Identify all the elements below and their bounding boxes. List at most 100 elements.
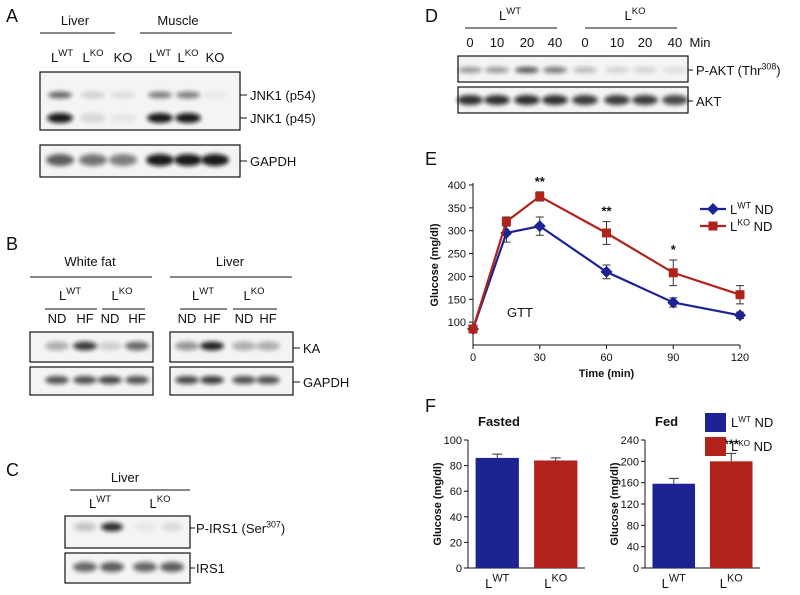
blot-band [605,67,629,73]
blot-band [572,95,598,105]
text-segment: L [730,219,737,234]
x-tick-label: LKO [544,572,567,591]
blot-band [101,522,123,532]
blot-band [161,522,183,532]
text-segment: L [192,288,199,303]
blot-band [201,154,229,166]
group-label: Liver [61,13,90,28]
blot-band [148,91,172,99]
band-label: GAPDH [303,375,349,390]
y-tick-label: 150 [448,294,466,306]
chart-label: GTT [507,305,533,320]
text-segment: WT [96,494,111,505]
text-segment: L [112,288,119,303]
bar [709,461,753,568]
group-label: White fat [64,254,116,269]
text-segment: ) [776,63,780,78]
panel-letter: A [6,6,18,26]
y-axis-label: Glucose (mg/dl) [429,223,441,306]
error-bar [668,477,679,484]
blot-band [109,154,137,166]
text-segment: AKT [696,94,721,109]
panel-letter: D [425,6,438,26]
band-label: P-IRS1 (Ser307) [196,520,285,536]
blot-band [125,341,149,351]
y-axis-label: Glucose (mg/dl) [432,462,444,545]
genotype-label: LWT [499,6,521,23]
text-segment: WT [199,286,214,297]
panel-letter: B [6,234,18,254]
y-tick-label: 350 [448,203,466,215]
error-bar [492,453,503,458]
text-segment: ND [750,439,772,454]
blot-band [515,67,539,73]
legend-label: LWT ND [730,201,773,217]
time-unit: Min [690,35,711,50]
blot-band [74,522,96,532]
text-segment: KO [727,572,743,584]
blot-band [45,341,69,351]
lane-label: LKO [83,48,104,65]
text-segment: L [662,576,669,591]
significance-mark: *** [724,436,740,451]
blot-band [573,67,597,73]
chart-title: Fasted [478,414,520,429]
legend-label: LKO ND [731,439,772,454]
y-tick-label: 60 [450,486,462,498]
legend-swatch [705,413,726,432]
point [602,228,611,238]
blot-band [203,91,227,99]
text-segment: L [59,288,66,303]
text-segment: WT [737,201,751,211]
text-segment: WT [156,48,171,59]
legend-label: LWT ND [731,415,773,430]
blot-band [232,376,256,384]
panel-letter: F [425,396,436,416]
error-bar [726,452,737,462]
y-tick-label: 250 [448,249,466,261]
text-segment: KO [114,50,133,65]
text-segment: KO [206,50,225,65]
blot-band [200,376,224,384]
blot-band [175,376,199,384]
genotype-label: LWT [59,286,81,303]
blot-band [485,67,509,73]
point [535,191,545,201]
text-segment: P-AKT (Thr [696,63,762,78]
blot-band [175,113,201,123]
diet-label: HF [76,311,93,326]
blot-band [458,67,482,73]
series-line [471,224,741,330]
point [735,290,745,300]
series-line [471,195,741,330]
blot-band [125,376,149,384]
text-segment: P-IRS1 (Ser [196,521,267,536]
text-segment: KA [303,341,321,356]
text-segment: WT [738,415,751,424]
lane-label: LWT [149,48,171,65]
blot-band [632,95,658,105]
text-segment: KO [632,6,646,17]
band-label: JNK1 (p45) [250,111,316,126]
text-segment: L [731,439,738,454]
blot-band [663,67,687,73]
text-segment: L [485,576,492,591]
text-segment: L [730,202,737,217]
diet-label: ND [101,311,120,326]
group-label: Liver [111,470,140,485]
point [600,265,613,278]
blot-band [73,341,97,351]
text-segment: 308 [762,62,777,72]
text-segment: GAPDH [250,154,296,169]
y-tick-label: 0 [456,563,462,575]
lane-label: LWT [51,48,73,65]
time-label: 20 [520,35,534,50]
genotype-label: LKO [244,286,265,303]
bar [534,460,578,568]
blot-band [175,341,199,351]
x-tick-label: 120 [731,352,749,364]
text-segment: 307 [266,520,281,530]
x-tick-label: 0 [470,352,476,364]
diet-label: ND [178,311,197,326]
